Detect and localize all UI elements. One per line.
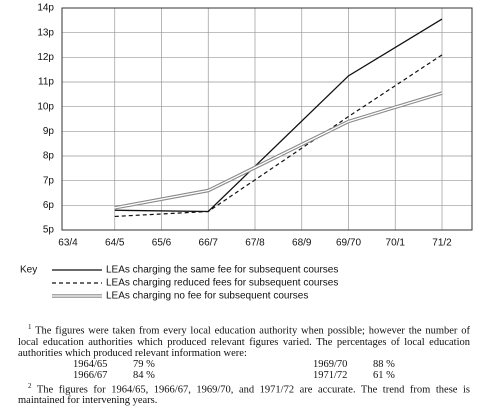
footnote-mark: 2 [28,381,32,390]
y-tick-label: 6p [43,200,55,211]
y-tick-label: 9p [43,126,55,137]
x-tick-label: 63/4 [58,238,78,249]
series-line-inner [114,92,443,209]
pct: 88 % [373,358,395,370]
legend-title: Key [20,265,37,276]
y-tick-label: 11p [38,77,54,88]
x-tick-label: 69/70 [336,238,361,249]
x-tick-label: 65/6 [152,238,172,249]
x-tick-label: 67/8 [245,238,265,249]
plot-frame [61,7,473,231]
coverage-table: 1964/65 79 % 1969/70 88 % 1966/67 84 % 1971… [73,359,470,381]
y-tick-label: 10p [37,101,54,112]
footnote-text: The figures were taken from every local … [18,325,470,359]
footnote: 2 The figures for 1964/65, 1966/67, 1969… [18,381,470,407]
pct: 79 % [133,358,155,370]
legend-label: LEAs charging no fee for subsequent cour… [106,291,308,302]
y-tick-label: 5p [43,225,55,236]
pct: 61 % [373,369,395,381]
year: 1969/70 [313,358,348,370]
x-tick-label: 68/9 [292,238,312,249]
footnotes: 1 The figures were taken from every loca… [18,322,470,406]
y-tick-label: 12p [37,52,54,63]
y-tick-label: 13p [37,27,54,38]
x-tick-label: 71/2 [432,238,452,249]
y-tick-label: 14p [37,3,54,14]
y-tick-label: 8p [43,151,55,162]
legend-label: LEAs charging the same fee for subsequen… [106,265,338,276]
year: 1971/72 [313,369,348,381]
pct: 84 % [133,369,155,381]
footnote-mark: 1 [28,323,32,331]
y-tick-label: 7p [43,175,55,186]
footnote: 1 The figures were taken from every loca… [18,322,470,359]
series-line [114,54,443,218]
x-tick-label: 70/1 [386,238,406,249]
footnote-text: The figures for 1964/65, 1966/67, 1969/7… [18,384,470,406]
series-line [114,91,443,210]
year: 1964/65 [73,358,108,370]
x-tick-label: 66/7 [199,238,219,249]
x-tick-label: 64/5 [105,238,125,249]
series-line [114,18,443,213]
chart: 5p 6p 7p 8p 9p 10p 11p 12p 13p 14p 63/4 64/5 65/6 66/… [20,3,473,302]
legend-label: LEAs charging reduced fees for subsequen… [106,278,338,289]
year: 1966/67 [73,369,108,381]
